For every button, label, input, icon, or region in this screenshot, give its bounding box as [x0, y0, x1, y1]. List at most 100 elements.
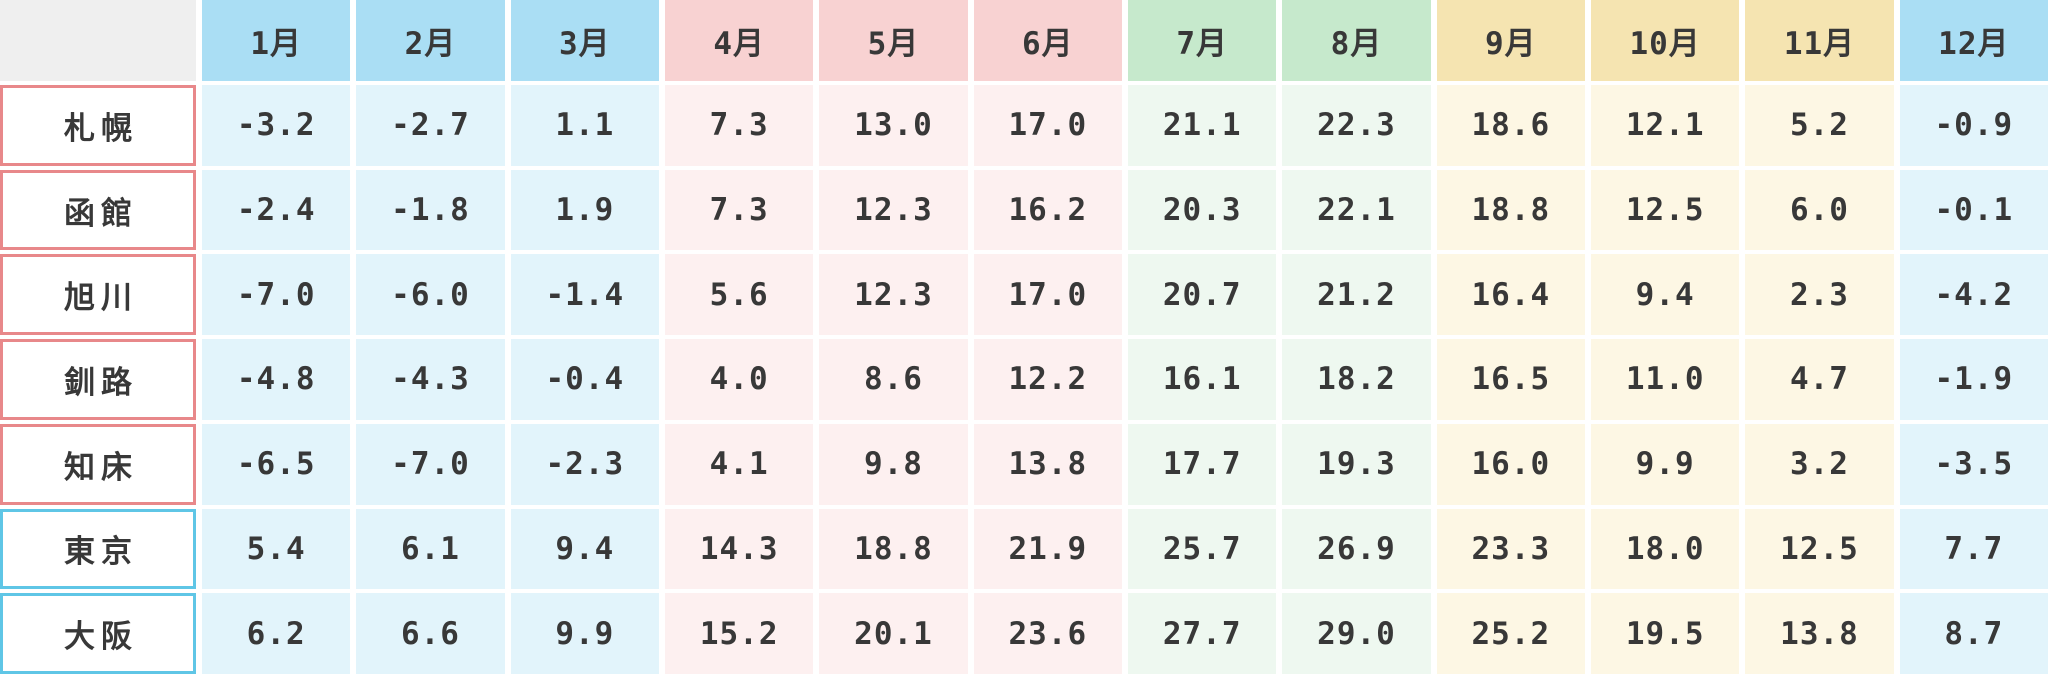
month-header-11: 11月	[1745, 0, 1894, 81]
month-header-8: 8月	[1282, 0, 1431, 81]
temp-cell-函館-11: 6.0	[1745, 169, 1894, 251]
temp-cell-旭川-6: 17.0	[973, 254, 1122, 336]
temp-cell-函館-5: 12.3	[819, 169, 968, 251]
temp-cell-札幌-1: -3.2	[202, 85, 351, 166]
temp-cell-函館-8: 22.1	[1282, 169, 1431, 251]
temp-cell-函館-1: -2.4	[202, 169, 351, 251]
temp-cell-旭川-9: 16.4	[1436, 254, 1585, 336]
temp-cell-函館-2: -1.8	[356, 169, 505, 251]
temp-cell-札幌-3: 1.1	[510, 85, 659, 166]
month-header-1: 1月	[202, 0, 351, 81]
temp-cell-旭川-10: 9.4	[1590, 254, 1740, 336]
temp-cell-函館-4: 7.3	[664, 169, 814, 251]
temp-cell-釧路-9: 16.5	[1436, 339, 1585, 420]
temp-cell-東京-11: 12.5	[1745, 508, 1894, 590]
city-label-4: 知床	[0, 423, 196, 505]
month-header-9: 9月	[1436, 0, 1585, 81]
temp-cell-東京-6: 21.9	[973, 508, 1122, 590]
temp-cell-旭川-2: -6.0	[356, 254, 505, 336]
temp-cell-釧路-1: -4.8	[202, 339, 351, 420]
temp-cell-知床-6: 13.8	[973, 423, 1122, 505]
temp-cell-東京-4: 14.3	[664, 508, 814, 590]
temp-cell-函館-3: 1.9	[510, 169, 659, 251]
temp-cell-釧路-5: 8.6	[819, 339, 968, 420]
temp-cell-函館-9: 18.8	[1436, 169, 1585, 251]
temp-cell-旭川-3: -1.4	[510, 254, 659, 336]
temp-cell-知床-4: 4.1	[664, 423, 814, 505]
temp-cell-知床-5: 9.8	[819, 423, 968, 505]
month-header-2: 2月	[356, 0, 505, 81]
temp-cell-大阪-12: 8.7	[1899, 593, 2048, 674]
temp-cell-札幌-7: 21.1	[1127, 85, 1277, 166]
temp-cell-大阪-10: 19.5	[1590, 593, 1740, 674]
temp-cell-大阪-3: 9.9	[510, 593, 659, 674]
temp-cell-釧路-6: 12.2	[973, 339, 1122, 420]
month-header-5: 5月	[819, 0, 968, 81]
temp-cell-札幌-2: -2.7	[356, 85, 505, 166]
temp-cell-大阪-9: 25.2	[1436, 593, 1585, 674]
temp-cell-東京-3: 9.4	[510, 508, 659, 590]
temp-cell-旭川-5: 12.3	[819, 254, 968, 336]
temp-cell-大阪-2: 6.6	[356, 593, 505, 674]
city-label-3: 釧路	[0, 339, 196, 420]
month-header-4: 4月	[664, 0, 814, 81]
month-header-12: 12月	[1899, 0, 2048, 81]
temp-cell-東京-8: 26.9	[1282, 508, 1431, 590]
temp-cell-大阪-8: 29.0	[1282, 593, 1431, 674]
temp-cell-旭川-7: 20.7	[1127, 254, 1277, 336]
temp-cell-大阪-1: 6.2	[202, 593, 351, 674]
temp-cell-釧路-10: 11.0	[1590, 339, 1740, 420]
temp-cell-知床-3: -2.3	[510, 423, 659, 505]
temp-cell-東京-9: 23.3	[1436, 508, 1585, 590]
temp-cell-札幌-6: 17.0	[973, 85, 1122, 166]
temp-cell-札幌-4: 7.3	[664, 85, 814, 166]
temp-cell-知床-1: -6.5	[202, 423, 351, 505]
temp-cell-知床-10: 9.9	[1590, 423, 1740, 505]
temp-cell-知床-11: 3.2	[1745, 423, 1894, 505]
temp-cell-釧路-12: -1.9	[1899, 339, 2048, 420]
temp-cell-函館-7: 20.3	[1127, 169, 1277, 251]
temp-cell-函館-12: -0.1	[1899, 169, 2048, 251]
temp-cell-知床-7: 17.7	[1127, 423, 1277, 505]
temp-cell-札幌-5: 13.0	[819, 85, 968, 166]
temp-cell-東京-12: 7.7	[1899, 508, 2048, 590]
temp-cell-旭川-11: 2.3	[1745, 254, 1894, 336]
temp-cell-旭川-4: 5.6	[664, 254, 814, 336]
city-label-6: 大阪	[0, 593, 196, 674]
city-label-5: 東京	[0, 508, 196, 590]
temp-cell-函館-6: 16.2	[973, 169, 1122, 251]
month-header-7: 7月	[1127, 0, 1277, 81]
temp-cell-大阪-4: 15.2	[664, 593, 814, 674]
corner-cell	[0, 0, 196, 81]
temp-cell-釧路-4: 4.0	[664, 339, 814, 420]
temp-cell-札幌-10: 12.1	[1590, 85, 1740, 166]
temp-cell-知床-8: 19.3	[1282, 423, 1431, 505]
month-header-3: 3月	[510, 0, 659, 81]
temp-cell-知床-9: 16.0	[1436, 423, 1585, 505]
temp-cell-釧路-7: 16.1	[1127, 339, 1277, 420]
temp-cell-大阪-6: 23.6	[973, 593, 1122, 674]
temp-cell-札幌-9: 18.6	[1436, 85, 1585, 166]
temp-cell-旭川-12: -4.2	[1899, 254, 2048, 336]
temp-cell-釧路-11: 4.7	[1745, 339, 1894, 420]
temp-cell-函館-10: 12.5	[1590, 169, 1740, 251]
city-label-0: 札幌	[0, 85, 196, 166]
month-header-6: 6月	[973, 0, 1122, 81]
temp-cell-旭川-8: 21.2	[1282, 254, 1431, 336]
temp-cell-釧路-3: -0.4	[510, 339, 659, 420]
temp-cell-大阪-7: 27.7	[1127, 593, 1277, 674]
city-label-2: 旭川	[0, 254, 196, 336]
temp-cell-東京-2: 6.1	[356, 508, 505, 590]
temp-cell-東京-10: 18.0	[1590, 508, 1740, 590]
temp-cell-釧路-2: -4.3	[356, 339, 505, 420]
temp-cell-札幌-12: -0.9	[1899, 85, 2048, 166]
temp-cell-大阪-11: 13.8	[1745, 593, 1894, 674]
temp-cell-東京-5: 18.8	[819, 508, 968, 590]
temp-cell-旭川-1: -7.0	[202, 254, 351, 336]
city-label-1: 函館	[0, 169, 196, 251]
temp-cell-東京-1: 5.4	[202, 508, 351, 590]
temp-cell-東京-7: 25.7	[1127, 508, 1277, 590]
temp-cell-知床-2: -7.0	[356, 423, 505, 505]
